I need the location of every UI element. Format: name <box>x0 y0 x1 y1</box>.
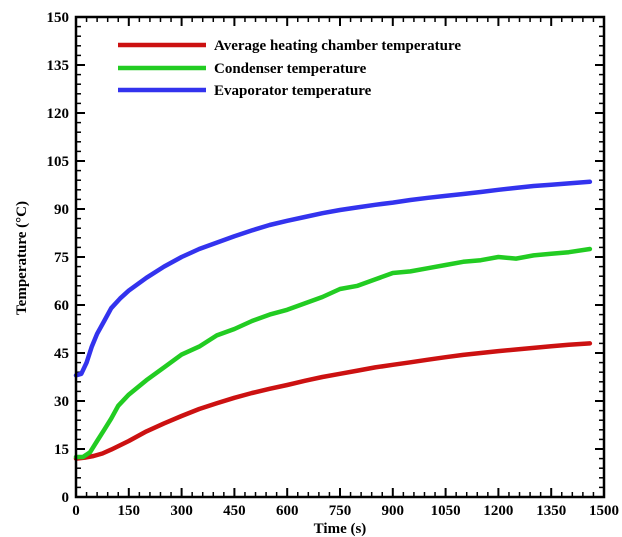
legend-label-2: Condenser temperature <box>214 61 367 77</box>
series-line-3 <box>73 179 593 378</box>
y-tick-label: 120 <box>47 106 70 122</box>
x-tick-label: 0 <box>72 503 80 519</box>
x-axis-title: Time (s) <box>314 521 367 537</box>
y-tick-label: 45 <box>54 346 69 362</box>
y-tick-label: 60 <box>54 298 69 314</box>
series-line-1 <box>73 341 593 461</box>
y-tick-label: 135 <box>47 58 70 74</box>
legend: Average heating chamber temperature Conde… <box>118 38 461 99</box>
ticks-layer: 0 150 300 450 600 750 900 1050 1200 1350 1500 0 15 30… <box>47 10 620 519</box>
y-tick-label: 15 <box>54 442 69 458</box>
y-tick-label: 30 <box>54 394 69 410</box>
legend-label-3: Evaporator temperature <box>214 83 372 99</box>
x-tick-label: 1350 <box>536 503 566 519</box>
x-tick-label: 900 <box>382 503 405 519</box>
x-tick-label: 600 <box>276 503 299 519</box>
y-axis-title: Temperature (°C) <box>14 201 30 315</box>
x-tick-label: 1200 <box>483 503 513 519</box>
y-tick-label: 150 <box>47 10 70 26</box>
x-tick-label: 1050 <box>431 503 461 519</box>
x-tick-label: 750 <box>329 503 352 519</box>
x-tick-label: 150 <box>118 503 141 519</box>
y-tick-label: 75 <box>54 250 69 266</box>
y-tick-label: 90 <box>54 202 69 218</box>
legend-label-1: Average heating chamber temperature <box>214 38 461 54</box>
x-tick-label: 1500 <box>589 503 619 519</box>
series-line-2 <box>73 246 593 460</box>
y-tick-label: 105 <box>47 154 70 170</box>
series-layer <box>73 179 593 461</box>
plot-frame <box>74 15 606 499</box>
x-tick-label: 300 <box>170 503 193 519</box>
x-tick-label: 450 <box>223 503 246 519</box>
y-tick-label: 0 <box>62 490 70 506</box>
